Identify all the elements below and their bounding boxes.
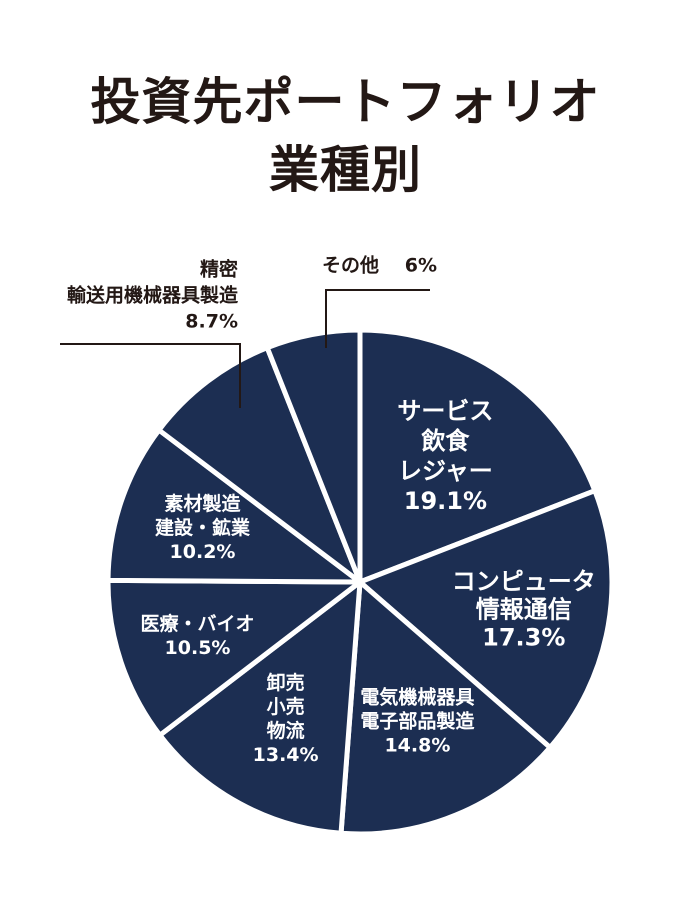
pie-slice-7	[156, 345, 363, 585]
pie-slice-8	[264, 327, 363, 585]
slice-category-label: 建設・鉱業	[155, 516, 251, 539]
leader-line-8	[325, 289, 430, 348]
leader-line-7	[60, 343, 241, 408]
slice-value-label: 14.8%	[384, 734, 450, 756]
slice-value-label: 6%	[405, 255, 437, 277]
chart-title-line-2: 業種別	[269, 141, 422, 199]
slice-category-label: 輸送用機械器具製造	[67, 284, 239, 307]
slice-value-label: 10.5%	[165, 637, 231, 659]
slice-category-label: 医療・バイオ	[140, 612, 254, 635]
slice-category-label: 素材製造	[164, 492, 241, 515]
slice-category-label: 物流	[267, 719, 305, 742]
slice-category-label: その他	[322, 254, 379, 277]
pie-slice-2	[357, 488, 615, 750]
slice-category-label: レジャー	[398, 457, 493, 485]
chart-title-line-1: 投資先ポートフォリオ	[90, 73, 601, 131]
slice-category-label: 情報通信	[476, 596, 572, 624]
pie-slice-6	[105, 427, 363, 585]
slice-category-label: コンピュータ	[452, 568, 596, 596]
pie-slice-3	[338, 579, 553, 837]
slice-category-label: 精密	[200, 258, 238, 281]
slice-category-label: 卸売	[267, 671, 305, 694]
pie-slice-1	[357, 327, 598, 585]
slice-category-label: 飲食	[420, 427, 470, 455]
slice-value-label: 8.7%	[185, 311, 238, 333]
slice-value-label: 19.1%	[404, 487, 487, 515]
slice-category-label: 小売	[267, 695, 305, 718]
slice-category-label: 電子部品製造	[360, 709, 475, 732]
slice-value-label: 13.4%	[253, 744, 319, 766]
slice-category-label: サービス	[397, 397, 493, 425]
slice-value-label: 10.2%	[170, 541, 236, 563]
pie-slice-5	[105, 577, 363, 738]
slice-label-8: その他 6%	[322, 254, 437, 277]
pie-slice-4	[157, 579, 363, 836]
slice-value-label: 17.3%	[482, 624, 565, 652]
slice-category-label: 電気機械器具	[360, 685, 474, 708]
